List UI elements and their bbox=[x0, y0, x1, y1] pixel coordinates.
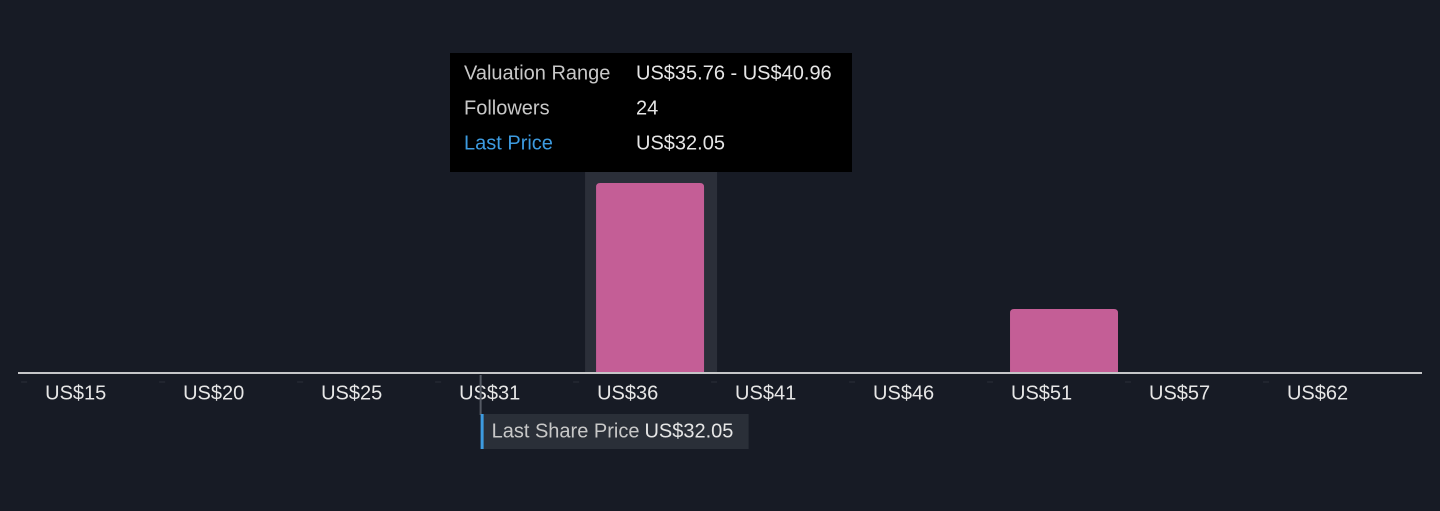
last-price-caption: Last Share Price bbox=[492, 420, 640, 442]
tooltip-key: Followers bbox=[464, 97, 550, 119]
x-tick-label: US$25 bbox=[321, 382, 382, 404]
last-price-box bbox=[480, 414, 749, 449]
tooltip-value: 24 bbox=[636, 97, 658, 119]
x-tick-label: US$41 bbox=[735, 382, 796, 404]
x-tick-label: US$46 bbox=[873, 382, 934, 404]
tooltip-value: US$32.05 bbox=[636, 132, 725, 154]
tooltip-key: Valuation Range bbox=[464, 62, 610, 84]
x-tick-label: US$62 bbox=[1287, 382, 1348, 404]
x-tick-label: US$15 bbox=[45, 382, 106, 404]
tooltip-key: Last Price bbox=[464, 132, 553, 154]
tooltip-value: US$35.76 - US$40.96 bbox=[636, 62, 832, 84]
x-tick-label: US$20 bbox=[183, 382, 244, 404]
bar bbox=[596, 183, 705, 372]
tooltip-bg bbox=[450, 53, 852, 172]
x-tick-label: US$31 bbox=[459, 382, 520, 404]
tooltip: Valuation Range US$35.76 - US$40.96 Follow… bbox=[450, 53, 852, 172]
x-tick-label: US$36 bbox=[597, 382, 658, 404]
last-price-value: US$32.05 bbox=[644, 420, 733, 442]
bar bbox=[1010, 309, 1119, 372]
last-price-accent bbox=[480, 414, 484, 449]
x-tick-label: US$57 bbox=[1149, 382, 1210, 404]
x-tick-label: US$51 bbox=[1011, 382, 1072, 404]
